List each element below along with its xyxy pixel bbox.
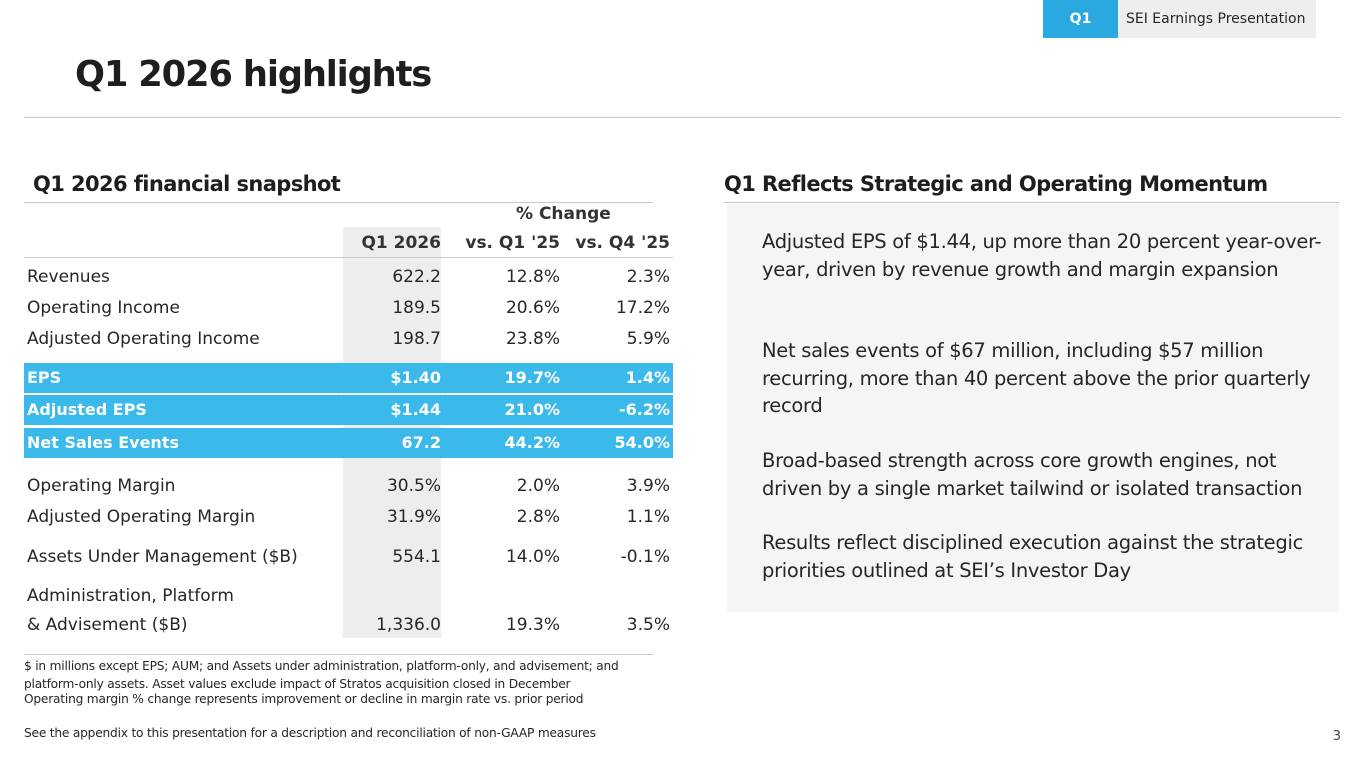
value-q1-2026: 31.9% — [386, 507, 441, 527]
momentum-title: Q1 Reflects Strategic and Operating Mome… — [724, 172, 1268, 196]
table-row: Operating Income 189.5 20.6% 17.2% — [24, 293, 673, 323]
footnote-units: $ in millions except EPS; AUM; and Asset… — [24, 659, 619, 691]
col-header-q1-2026: Q1 2026 — [361, 233, 441, 253]
table-row-highlight: Net Sales Events 67.2 44.2% 54.0% — [24, 428, 673, 458]
col-header-vs-q4-25: vs. Q4 '25 — [575, 233, 670, 253]
value-q1-2026: 1,336.0 — [376, 615, 441, 635]
value-vs-q1-25: 44.2% — [504, 433, 560, 452]
momentum-point: Broad-based strength across core growth … — [762, 449, 1303, 500]
value-vs-q4-25: -0.1% — [620, 547, 670, 567]
table-row: & Advisement ($B) 1,336.0 19.3% 3.5% — [24, 610, 673, 640]
value-vs-q4-25: 3.5% — [626, 615, 670, 635]
value-vs-q1-25: 2.8% — [516, 507, 560, 527]
row-label: Adjusted EPS — [27, 400, 147, 419]
value-q1-2026: 554.1 — [392, 547, 441, 567]
title-divider — [24, 117, 1341, 118]
row-label: Operating Income — [27, 298, 180, 318]
value-vs-q4-25: 54.0% — [614, 433, 670, 452]
value-vs-q4-25: 5.9% — [626, 329, 670, 349]
value-vs-q4-25: 1.4% — [625, 368, 670, 387]
header-tag: Q1 2026 SEI Earnings Presentation — [1043, 0, 1316, 65]
row-label-line1: Administration, Platform — [27, 586, 234, 606]
footnote-non-gaap: See the appendix to this presentation fo… — [24, 726, 596, 740]
value-q1-2026: 189.5 — [392, 298, 441, 318]
row-label: Adjusted Operating Income — [27, 329, 260, 349]
table-row-label-line1: Administration, Platform — [24, 581, 673, 611]
page-title: Q1 2026 highlights — [75, 54, 432, 95]
value-vs-q4-25: 2.3% — [626, 267, 670, 287]
row-label: Net Sales Events — [27, 433, 179, 452]
page-number: 3 — [1332, 729, 1341, 744]
momentum-title-divider — [724, 202, 1339, 203]
momentum-panel: Adjusted EPS of $1.44, up more than 20 p… — [727, 204, 1339, 612]
table-row-highlight: Adjusted EPS $1.44 21.0% -6.2% — [24, 395, 673, 425]
table-row: Adjusted Operating Income 198.7 23.8% 5.… — [24, 324, 673, 354]
row-label: Operating Margin — [27, 476, 176, 496]
snapshot-title: Q1 2026 financial snapshot — [33, 172, 341, 196]
value-vs-q4-25: 3.9% — [626, 476, 670, 496]
value-q1-2026: 67.2 — [401, 433, 441, 452]
quarter-tag: Q1 2026 — [1043, 0, 1118, 65]
snapshot-title-divider — [24, 202, 653, 203]
row-label: EPS — [27, 368, 62, 387]
momentum-point: Net sales events of $67 million, includi… — [762, 339, 1311, 417]
table-row: Assets Under Management ($B) 554.1 14.0%… — [24, 542, 673, 572]
value-q1-2026: 198.7 — [392, 329, 441, 349]
value-vs-q4-25: -6.2% — [618, 400, 670, 419]
header-divider — [24, 257, 673, 258]
table-row: Adjusted Operating Margin 31.9% 2.8% 1.1… — [24, 502, 673, 532]
presentation-title: SEI Earnings Presentation — [1118, 0, 1316, 38]
row-label: Adjusted Operating Margin — [27, 507, 256, 527]
value-q1-2026: 622.2 — [392, 267, 441, 287]
value-q1-2026: $1.44 — [390, 400, 441, 419]
value-vs-q1-25: 2.0% — [516, 476, 560, 496]
value-vs-q1-25: 14.0% — [505, 547, 560, 567]
momentum-point: Results reflect disciplined execution ag… — [762, 531, 1303, 582]
footnote-divider — [24, 654, 653, 655]
footnote-margin: Operating margin % change represents imp… — [24, 692, 584, 706]
col-header-vs-q1-25: vs. Q1 '25 — [465, 233, 560, 253]
value-q1-2026: 30.5% — [386, 476, 441, 496]
value-q1-2026: $1.40 — [390, 368, 441, 387]
table-row: Operating Margin 30.5% 2.0% 3.9% — [24, 471, 673, 501]
value-vs-q4-25: 17.2% — [615, 298, 670, 318]
row-label: Revenues — [27, 267, 110, 287]
value-vs-q4-25: 1.1% — [626, 507, 670, 527]
value-vs-q1-25: 12.8% — [505, 267, 560, 287]
table-row-highlight: EPS $1.40 19.7% 1.4% — [24, 363, 673, 393]
momentum-point: Adjusted EPS of $1.44, up more than 20 p… — [762, 230, 1322, 281]
value-vs-q1-25: 20.6% — [505, 298, 560, 318]
table-row: Revenues 622.2 12.8% 2.3% — [24, 262, 673, 292]
value-vs-q1-25: 21.0% — [504, 400, 560, 419]
row-label: & Advisement ($B) — [27, 615, 188, 635]
value-vs-q1-25: 19.3% — [505, 615, 560, 635]
value-vs-q1-25: 19.7% — [504, 368, 560, 387]
pct-change-header: % Change — [516, 204, 611, 224]
value-vs-q1-25: 23.8% — [505, 329, 560, 349]
row-label: Assets Under Management ($B) — [27, 547, 298, 567]
